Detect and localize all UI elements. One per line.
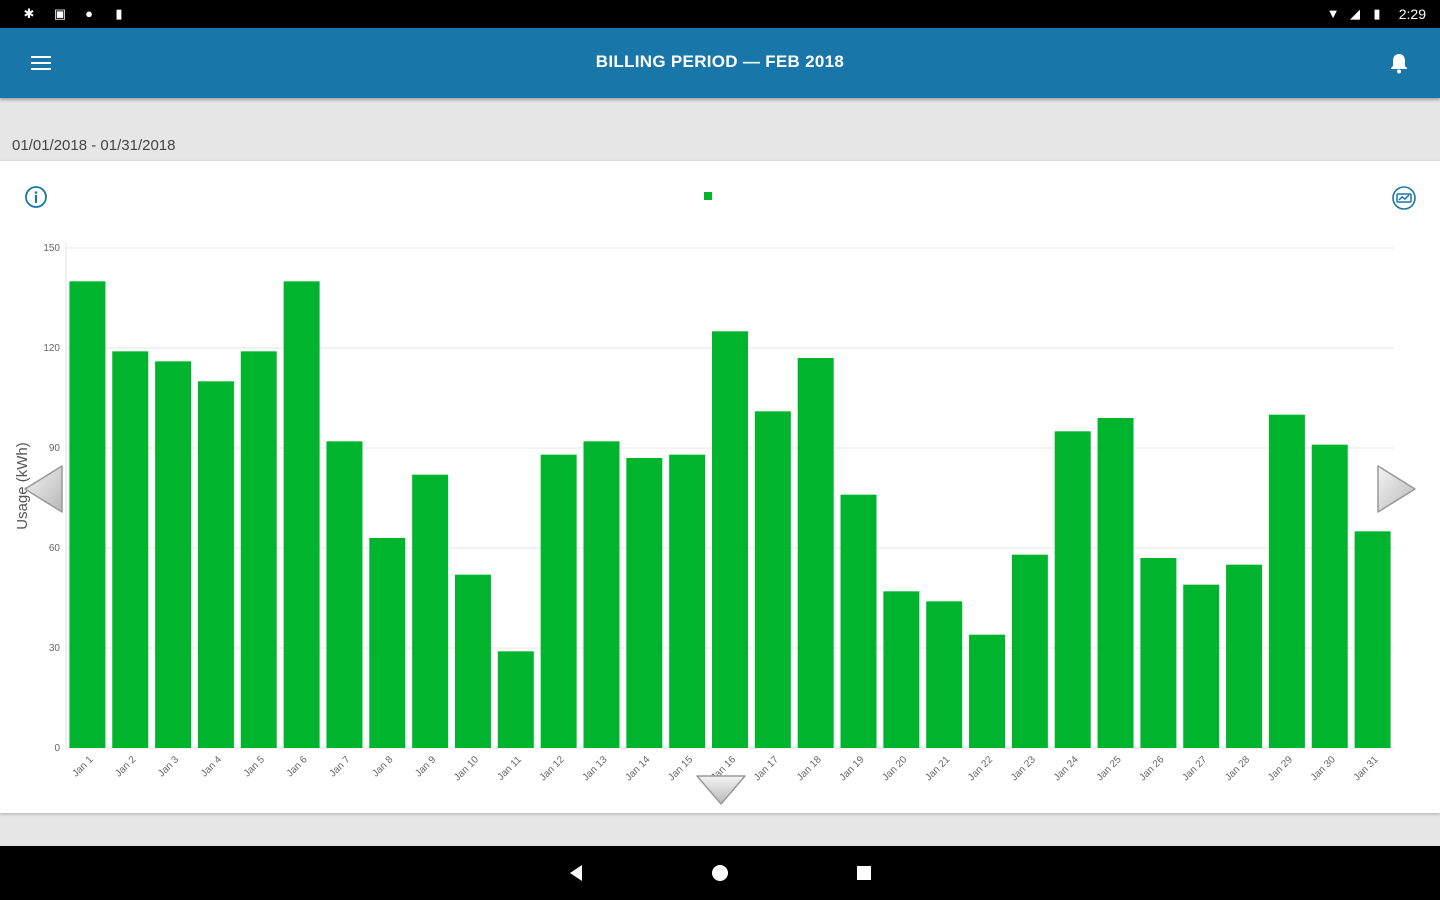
y-tick-label: 60 bbox=[49, 543, 61, 554]
y-axis-ticks: 0 30 60 90 120 150 bbox=[43, 243, 60, 754]
y-axis-label: Usage (kWh) bbox=[14, 442, 31, 530]
save-icon: ▣ bbox=[53, 6, 67, 21]
usage-chart-card: 0 30 60 90 120 150 Jan 1 Jan 2 Jan 3 Jan 4 Jan 5 J… bbox=[0, 161, 1440, 813]
x-tick-label: Jan 23 bbox=[1009, 754, 1038, 783]
signal-icon: ◢ bbox=[1350, 6, 1360, 21]
bar-7[interactable] bbox=[326, 441, 363, 748]
bar-27[interactable] bbox=[1183, 584, 1220, 748]
x-tick-label: Jan 25 bbox=[1095, 754, 1124, 783]
app-bar: BILLING PERIOD — FEB 2018 bbox=[0, 28, 1440, 98]
bar-10[interactable] bbox=[454, 574, 491, 748]
wifi-icon: ▼ bbox=[1326, 6, 1340, 21]
status-time: 2:29 bbox=[1398, 6, 1426, 22]
circle-icon: ● bbox=[85, 6, 93, 21]
x-tick-label: Jan 27 bbox=[1180, 754, 1209, 783]
bar-11[interactable] bbox=[497, 651, 534, 748]
bar-30[interactable] bbox=[1311, 444, 1348, 748]
x-tick-label: Jan 6 bbox=[285, 754, 310, 779]
chevron-left-icon[interactable] bbox=[22, 464, 64, 514]
bar-1[interactable] bbox=[69, 281, 106, 748]
bar-18[interactable] bbox=[797, 358, 834, 748]
bar-2[interactable] bbox=[112, 351, 149, 748]
x-tick-label: Jan 4 bbox=[199, 754, 224, 779]
bar-28[interactable] bbox=[1226, 564, 1263, 748]
x-tick-label: Jan 26 bbox=[1137, 754, 1166, 783]
bar-25[interactable] bbox=[1097, 418, 1134, 748]
x-tick-label: Jan 31 bbox=[1352, 754, 1381, 783]
x-tick-label: Jan 29 bbox=[1266, 754, 1295, 783]
x-tick-label: Jan 17 bbox=[752, 754, 781, 783]
x-tick-label: Jan 18 bbox=[795, 754, 824, 783]
x-tick-label: Jan 1 bbox=[70, 754, 95, 779]
info-icon[interactable] bbox=[24, 185, 48, 209]
bar-22[interactable] bbox=[969, 634, 1006, 748]
bar-4[interactable] bbox=[197, 381, 234, 748]
y-tick-label: 30 bbox=[49, 643, 61, 654]
x-tick-label: Jan 24 bbox=[1052, 754, 1081, 783]
bar-15[interactable] bbox=[669, 454, 706, 748]
chevron-down-icon[interactable] bbox=[695, 773, 747, 807]
y-tick-label: 0 bbox=[54, 743, 60, 754]
bell-icon[interactable] bbox=[1384, 48, 1414, 78]
bar-5[interactable] bbox=[240, 351, 277, 748]
back-icon[interactable] bbox=[563, 860, 589, 886]
bar-26[interactable] bbox=[1140, 558, 1177, 748]
bar-24[interactable] bbox=[1054, 431, 1091, 748]
x-tick-label: Jan 12 bbox=[538, 754, 567, 783]
x-tick-label: Jan 15 bbox=[666, 754, 695, 783]
billing-date-range: 01/01/2018 - 01/31/2018 bbox=[12, 137, 176, 154]
x-tick-label: Jan 2 bbox=[113, 754, 138, 779]
bar-20[interactable] bbox=[883, 591, 920, 748]
export-chart-icon[interactable] bbox=[1390, 185, 1418, 211]
sd-card-icon: ▮ bbox=[115, 6, 123, 21]
bar-31[interactable] bbox=[1354, 531, 1391, 748]
legend-marker bbox=[704, 192, 712, 200]
bar-8[interactable] bbox=[369, 538, 406, 748]
x-tick-label: Jan 30 bbox=[1309, 754, 1338, 783]
x-tick-label: Jan 20 bbox=[880, 754, 909, 783]
usage-bar-chart: 0 30 60 90 120 150 Jan 1 Jan 2 Jan 3 Jan 4 Jan 5 J… bbox=[14, 242, 1394, 783]
x-tick-label: Jan 28 bbox=[1223, 754, 1252, 783]
hamburger-menu-icon[interactable] bbox=[22, 45, 58, 81]
x-tick-label: Jan 11 bbox=[495, 754, 524, 783]
x-tick-label: Jan 8 bbox=[370, 754, 395, 779]
battery-icon: ▮ bbox=[1373, 6, 1381, 21]
system-nav-bar bbox=[0, 846, 1440, 900]
settings-icon: ✱ bbox=[23, 6, 35, 21]
x-tick-label: Jan 21 bbox=[923, 754, 952, 783]
status-bar: ✱ ▣ ● ▮ ▼ ◢ ▮ 2:29 bbox=[0, 0, 1440, 28]
y-tick-label: 150 bbox=[43, 243, 60, 254]
x-tick-label: Jan 13 bbox=[581, 754, 610, 783]
bar-13[interactable] bbox=[583, 441, 620, 748]
y-tick-label: 120 bbox=[43, 343, 60, 354]
bar-6[interactable] bbox=[283, 281, 320, 748]
home-icon[interactable] bbox=[707, 860, 733, 886]
x-tick-label: Jan 14 bbox=[623, 754, 652, 783]
recents-icon[interactable] bbox=[851, 860, 877, 886]
bar-23[interactable] bbox=[1011, 554, 1048, 748]
chart-bars bbox=[69, 281, 1391, 748]
bar-17[interactable] bbox=[754, 411, 791, 748]
x-tick-label: Jan 19 bbox=[838, 754, 867, 783]
bar-12[interactable] bbox=[540, 454, 577, 748]
bar-14[interactable] bbox=[626, 458, 663, 748]
x-tick-label: Jan 3 bbox=[156, 754, 181, 779]
bar-3[interactable] bbox=[155, 361, 192, 748]
bar-9[interactable] bbox=[412, 474, 449, 748]
chevron-right-icon[interactable] bbox=[1376, 464, 1418, 514]
x-tick-label: Jan 10 bbox=[452, 754, 481, 783]
bar-29[interactable] bbox=[1268, 414, 1305, 748]
bar-21[interactable] bbox=[926, 601, 963, 748]
x-tick-label: Jan 5 bbox=[242, 754, 267, 779]
x-tick-label: Jan 22 bbox=[966, 754, 995, 783]
page-title: BILLING PERIOD — FEB 2018 bbox=[595, 52, 845, 71]
bar-16[interactable] bbox=[712, 331, 748, 748]
bar-19[interactable] bbox=[840, 494, 877, 748]
x-tick-label: Jan 9 bbox=[413, 754, 438, 779]
x-tick-label: Jan 7 bbox=[327, 754, 352, 779]
y-tick-label: 90 bbox=[49, 443, 61, 454]
